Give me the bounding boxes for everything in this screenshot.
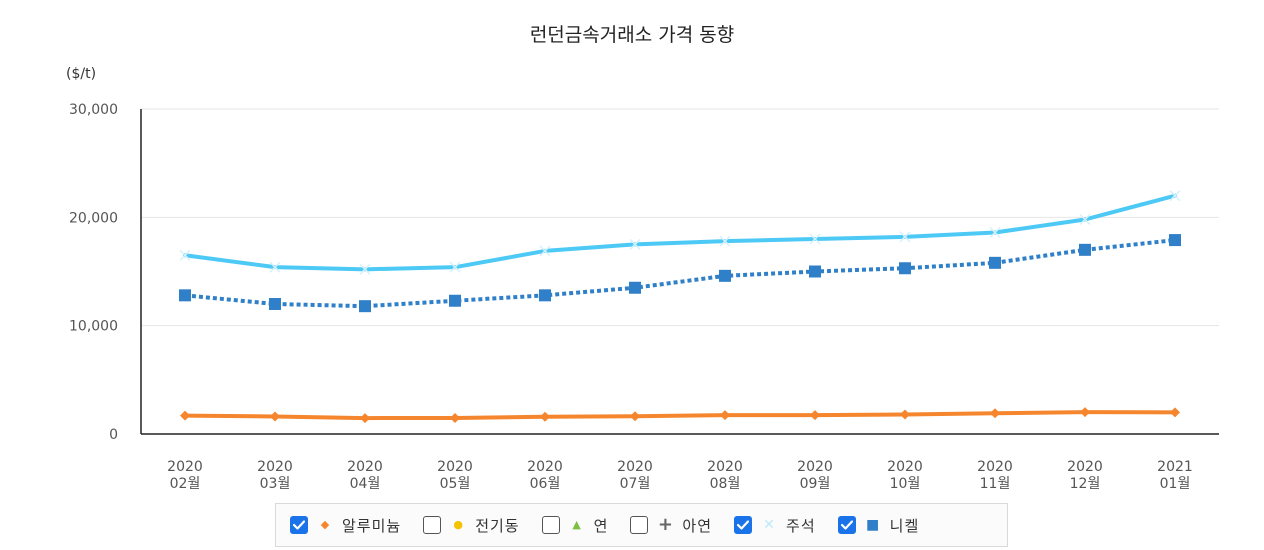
x-tick-label-year: 2020: [707, 459, 743, 475]
series-0-point: [1079, 213, 1091, 226]
series-1-point: [809, 265, 821, 278]
x-tick-label-month: 09월: [800, 476, 831, 492]
series-0-point: [179, 249, 191, 261]
x-tick-label-year: 2020: [617, 459, 653, 475]
x-tick-label-month: 05월: [440, 476, 471, 492]
series-2-point: [1170, 407, 1180, 418]
y-tick-label: 10,000: [69, 319, 118, 335]
legend-checkbox[interactable]: [630, 516, 649, 534]
legend-item[interactable]: ✕ 주석: [734, 515, 816, 536]
legend-triangle-icon: ▲: [572, 518, 581, 531]
series-0-point: [1169, 190, 1181, 202]
series-2-point: [450, 412, 460, 423]
series-1-point: [1079, 243, 1091, 256]
legend-plus-icon: +: [657, 514, 673, 535]
series-2-point: [360, 413, 370, 424]
x-tick-label-year: 2020: [347, 459, 383, 475]
series-2-point: [270, 411, 280, 422]
series-0-point: [989, 226, 1001, 239]
series-1-point: [1169, 234, 1181, 247]
series-2-point: [720, 410, 730, 421]
x-tick-label-year: 2020: [1067, 459, 1103, 475]
series-2-point: [180, 410, 190, 421]
series-1-line: [184, 238, 1176, 309]
x-tick-label-month: 10월: [890, 476, 921, 492]
legend-x-icon: ✕: [763, 517, 775, 533]
legend-item[interactable]: ■ 니켈: [837, 515, 920, 536]
legend-label: 아연: [682, 516, 713, 535]
y-tick-label: 30,000: [69, 102, 118, 118]
y-tick-label: 0: [109, 427, 118, 443]
legend-checkbox[interactable]: [734, 516, 753, 534]
x-tick-label-month: 03월: [260, 476, 291, 492]
y-tick-label: 20,000: [69, 210, 118, 226]
series-2-point: [990, 408, 1000, 419]
legend-label: 연: [593, 516, 609, 535]
x-tick-label-month: 07월: [620, 476, 651, 492]
legend-checkbox[interactable]: [290, 516, 308, 534]
line-chart: 010,00020,00030,000202002월202003월202004월…: [69, 102, 1219, 492]
x-tick-label-year: 2020: [527, 459, 563, 475]
legend-circle-icon: ●: [453, 518, 463, 531]
series-0-point: [539, 245, 551, 257]
x-tick-label-month: 11월: [980, 476, 1011, 492]
chart-legend: ◆ 알루미늄 ● 전기동 ▲ 연 + 아연 ✕ 주석 ■ 니켈: [275, 503, 1008, 547]
x-tick-label-month: 12월: [1070, 476, 1101, 492]
series-0-point: [629, 238, 641, 250]
series-1-point: [359, 300, 371, 313]
x-tick-label-month: 01월: [1160, 476, 1191, 492]
x-tick-label-year: 2020: [977, 459, 1013, 475]
legend-checkbox[interactable]: [541, 516, 560, 534]
legend-label: 니켈: [889, 516, 920, 535]
legend-checkbox[interactable]: [837, 516, 856, 534]
legend-checkbox[interactable]: [423, 516, 442, 534]
series-1-point: [629, 281, 641, 294]
x-tick-label-year: 2020: [437, 459, 473, 475]
legend-item[interactable]: ● 전기동: [423, 515, 519, 536]
series-0-point: [359, 263, 371, 275]
series-0-line: [183, 193, 1177, 272]
series-1-point: [179, 289, 191, 302]
series-0-point: [809, 233, 821, 245]
x-tick-label-year: 2020: [887, 459, 923, 475]
x-tick-label-month: 02월: [170, 476, 201, 492]
y-axis-unit-label: ($/t): [66, 66, 97, 82]
series-2-point: [810, 410, 820, 421]
series-0-point: [719, 235, 731, 247]
series-0-point: [449, 261, 461, 273]
x-tick-label-month: 06월: [530, 476, 561, 492]
series-0-point: [899, 231, 911, 243]
series-2-point: [1080, 407, 1090, 418]
x-tick-label-month: 04월: [350, 476, 381, 492]
series-2-line: [183, 410, 1177, 421]
legend-label: 주석: [786, 516, 816, 535]
legend-item[interactable]: + 아연: [630, 515, 712, 536]
x-tick-label-year: 2020: [257, 459, 293, 475]
x-tick-label-year: 2021: [1157, 459, 1193, 475]
series-2-point: [540, 411, 550, 422]
legend-item[interactable]: ◆ 알루미늄: [290, 515, 401, 536]
legend-diamond-icon: ◆: [320, 518, 330, 531]
x-tick-label-year: 2020: [167, 459, 203, 475]
x-tick-label-month: 08월: [710, 476, 741, 492]
series-1-point: [449, 294, 461, 307]
legend-label: 알루미늄: [342, 516, 402, 535]
series-1-point: [269, 298, 281, 310]
series-1-point: [539, 289, 551, 302]
series-2-point: [900, 409, 910, 420]
chart-title: 런던금속거래소 가격 동향: [529, 24, 735, 46]
series-1-point: [899, 262, 911, 275]
series-2-point: [630, 411, 640, 422]
x-tick-label-year: 2020: [797, 459, 833, 475]
legend-square-icon: ■: [866, 517, 880, 533]
series-1-point: [719, 269, 731, 282]
series-1-point: [989, 256, 1001, 269]
series-0-point: [269, 261, 281, 273]
legend-item[interactable]: ▲ 연: [541, 515, 609, 536]
legend-label: 전기동: [475, 516, 520, 535]
